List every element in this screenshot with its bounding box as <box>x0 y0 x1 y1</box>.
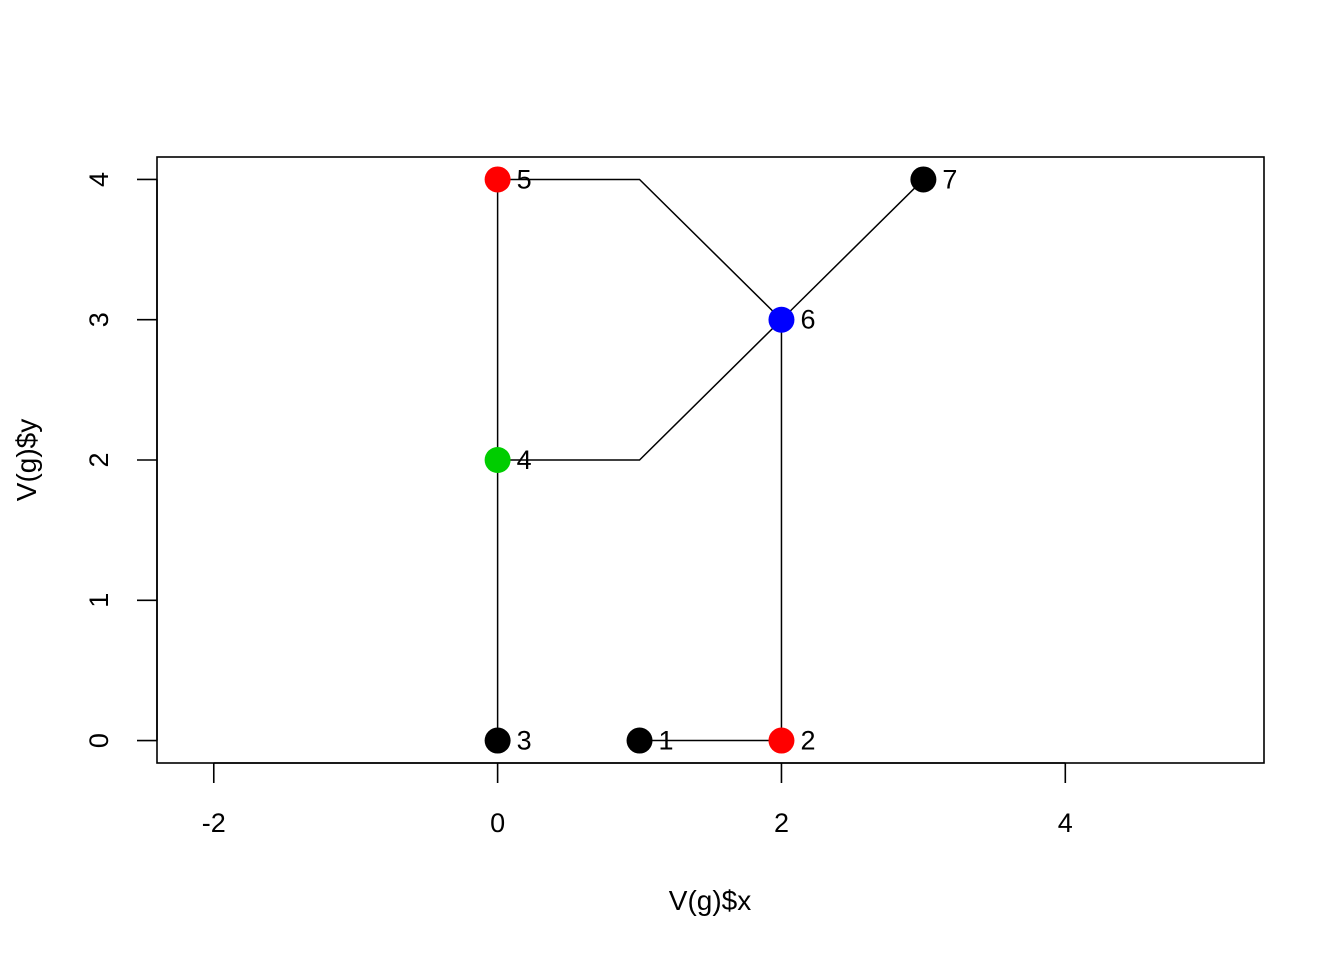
x-tick-label: 4 <box>1058 808 1073 838</box>
node-label: 6 <box>800 305 815 335</box>
node-label: 1 <box>659 726 674 756</box>
plot-frame <box>156 156 1265 764</box>
y-tick-label: 3 <box>84 312 114 327</box>
node-label: 2 <box>800 726 815 756</box>
y-tick-label: 4 <box>84 172 114 187</box>
x-tick-label: -2 <box>202 808 226 838</box>
graph-node <box>484 727 511 754</box>
graph-edge <box>497 178 782 321</box>
y-tick-label: 0 <box>84 733 114 748</box>
graph-node <box>768 306 795 333</box>
node-label: 7 <box>942 164 957 194</box>
graph-node <box>484 166 511 193</box>
y-axis-label: V(g)$y <box>11 419 42 501</box>
y-tick-label: 1 <box>84 593 114 608</box>
node-label: 3 <box>517 726 532 756</box>
y-axis: 0 1 2 3 4 <box>84 172 158 748</box>
graph-node <box>626 727 653 754</box>
graph-node <box>910 166 937 193</box>
x-axis: -2 0 2 4 <box>202 762 1073 838</box>
nodes: 1 2 3 4 5 6 7 <box>484 164 957 756</box>
graph-edge <box>780 178 924 321</box>
edges <box>496 178 924 742</box>
graph-node <box>484 447 511 473</box>
x-tick-label: 0 <box>490 808 505 838</box>
node-label: 5 <box>517 164 532 194</box>
graph-edge <box>497 319 782 461</box>
node-label: 4 <box>517 445 532 475</box>
graph-node <box>768 727 795 754</box>
x-tick-label: 2 <box>774 808 789 838</box>
y-tick-label: 2 <box>84 452 114 467</box>
x-axis-label: V(g)$x <box>669 885 751 916</box>
